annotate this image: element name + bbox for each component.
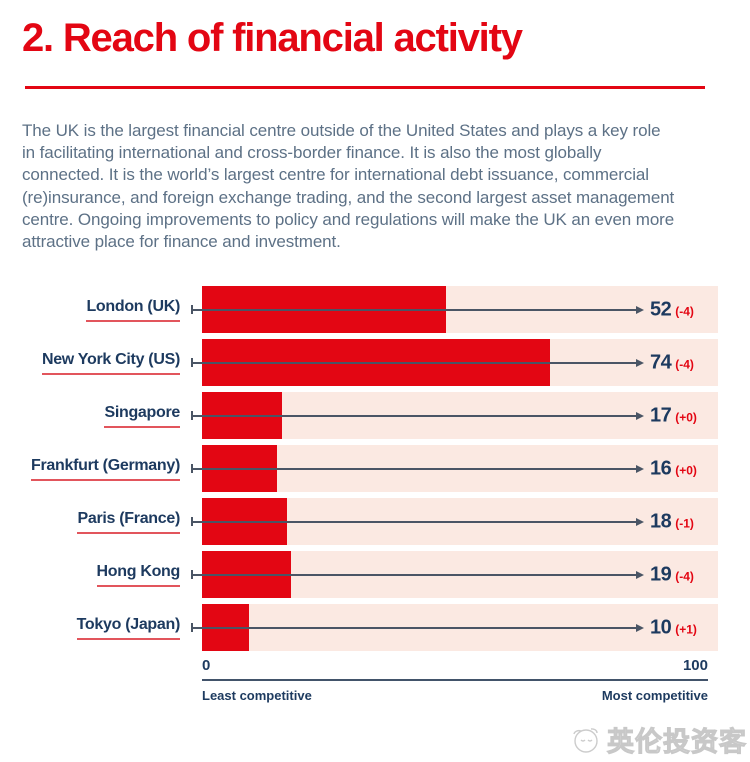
chart-row: Tokyo (Japan) 10 (+1) bbox=[0, 604, 750, 652]
connector-arrow bbox=[191, 517, 644, 527]
score-value: 10 bbox=[650, 616, 672, 639]
city-label-cell: New York City (US) bbox=[0, 351, 180, 375]
score-change: (-4) bbox=[675, 357, 694, 372]
city-label-cell: Hong Kong bbox=[0, 563, 180, 587]
city-label-cell: Paris (France) bbox=[0, 510, 180, 534]
city-label-cell: Tokyo (Japan) bbox=[0, 616, 180, 640]
city-label: Singapore bbox=[104, 404, 180, 428]
report-page: 2. Reach of financial activity The UK is… bbox=[0, 16, 750, 758]
city-label-cell: Singapore bbox=[0, 404, 180, 428]
score-value-group: 16 (+0) bbox=[650, 457, 697, 480]
bar-track: 18 (-1) bbox=[191, 498, 718, 546]
axis-max-caption: Most competitive bbox=[601, 688, 708, 704]
bar-track: 16 (+0) bbox=[191, 445, 718, 493]
city-label-cell: Frankfurt (Germany) bbox=[0, 457, 180, 481]
watermark-text: 英伦投资客 bbox=[607, 727, 747, 758]
axis-min-label: 0 bbox=[202, 657, 211, 675]
score-change: (+1) bbox=[675, 622, 697, 637]
chart-row: Paris (France) 18 (-1) bbox=[0, 498, 750, 546]
axis-line bbox=[202, 679, 708, 682]
score-change: (-4) bbox=[675, 304, 694, 319]
chart-row: Singapore 17 (+0) bbox=[0, 392, 750, 440]
bar-track: 74 (-4) bbox=[191, 339, 718, 387]
score-change: (-4) bbox=[675, 569, 694, 584]
score-value-group: 18 (-1) bbox=[650, 510, 694, 533]
chart-row: Frankfurt (Germany) 16 (+0) bbox=[0, 445, 750, 493]
score-change: (+0) bbox=[675, 410, 697, 425]
score-value: 16 bbox=[650, 457, 672, 480]
score-value: 18 bbox=[650, 510, 672, 533]
connector-arrow bbox=[191, 358, 644, 368]
score-value-group: 17 (+0) bbox=[650, 404, 697, 427]
competitiveness-bar-chart: London (UK) 52 (-4) New York City (US) 74… bbox=[0, 286, 750, 703]
bar-track: 19 (-4) bbox=[191, 551, 718, 599]
axis-captions: Least competitive Most competitive bbox=[202, 688, 708, 703]
connector-arrow bbox=[191, 464, 644, 474]
connector-arrow bbox=[191, 623, 644, 633]
bar-track: 10 (+1) bbox=[191, 604, 718, 652]
title-divider bbox=[25, 86, 705, 89]
score-value: 52 bbox=[650, 298, 672, 321]
chart-row: London (UK) 52 (-4) bbox=[0, 286, 750, 334]
score-change: (+0) bbox=[675, 463, 697, 478]
city-label: New York City (US) bbox=[41, 351, 180, 375]
score-value-group: 74 (-4) bbox=[650, 351, 694, 374]
page-title: 2. Reach of financial activity bbox=[22, 16, 523, 60]
city-label: Tokyo (Japan) bbox=[76, 616, 180, 640]
axis-max-label: 100 bbox=[682, 657, 708, 675]
city-label-cell: London (UK) bbox=[0, 298, 180, 322]
chart-axis: 0 100 Least competitive Most competitive bbox=[202, 657, 708, 703]
score-value-group: 10 (+1) bbox=[650, 616, 697, 639]
city-label: Frankfurt (Germany) bbox=[31, 457, 180, 481]
axis-tick-labels: 0 100 bbox=[202, 657, 708, 674]
chart-row: New York City (US) 74 (-4) bbox=[0, 339, 750, 387]
chart-row: Hong Kong 19 (-4) bbox=[0, 551, 750, 599]
axis-min-caption: Least competitive bbox=[202, 688, 312, 704]
score-value: 17 bbox=[650, 404, 672, 427]
bar-track: 52 (-4) bbox=[191, 286, 718, 334]
connector-arrow bbox=[191, 411, 644, 421]
connector-arrow bbox=[191, 305, 644, 315]
chart-rows: London (UK) 52 (-4) New York City (US) 74… bbox=[0, 286, 750, 652]
city-label: Hong Kong bbox=[96, 563, 180, 587]
intro-paragraph: The UK is the largest financial centre o… bbox=[22, 121, 675, 252]
city-label: Paris (France) bbox=[77, 510, 180, 534]
score-change: (-1) bbox=[675, 516, 694, 531]
watermark: 英伦投资客 bbox=[567, 720, 747, 759]
bar-track: 17 (+0) bbox=[191, 392, 718, 440]
score-value: 19 bbox=[650, 563, 672, 586]
score-value-group: 52 (-4) bbox=[650, 298, 694, 321]
watermark-logo-icon bbox=[573, 727, 598, 753]
score-value: 74 bbox=[650, 351, 672, 374]
connector-arrow bbox=[191, 570, 644, 580]
score-value-group: 19 (-4) bbox=[650, 563, 694, 586]
city-label: London (UK) bbox=[86, 298, 180, 322]
